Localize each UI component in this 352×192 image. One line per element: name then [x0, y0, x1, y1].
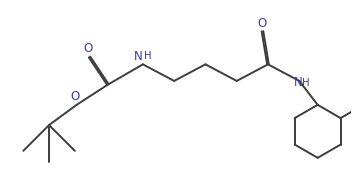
Text: O: O: [258, 17, 267, 30]
Text: O: O: [70, 90, 80, 103]
Text: N: N: [294, 76, 303, 89]
Text: O: O: [83, 42, 92, 55]
Text: H: H: [302, 78, 310, 88]
Text: N: N: [134, 50, 143, 63]
Text: H: H: [144, 51, 151, 61]
